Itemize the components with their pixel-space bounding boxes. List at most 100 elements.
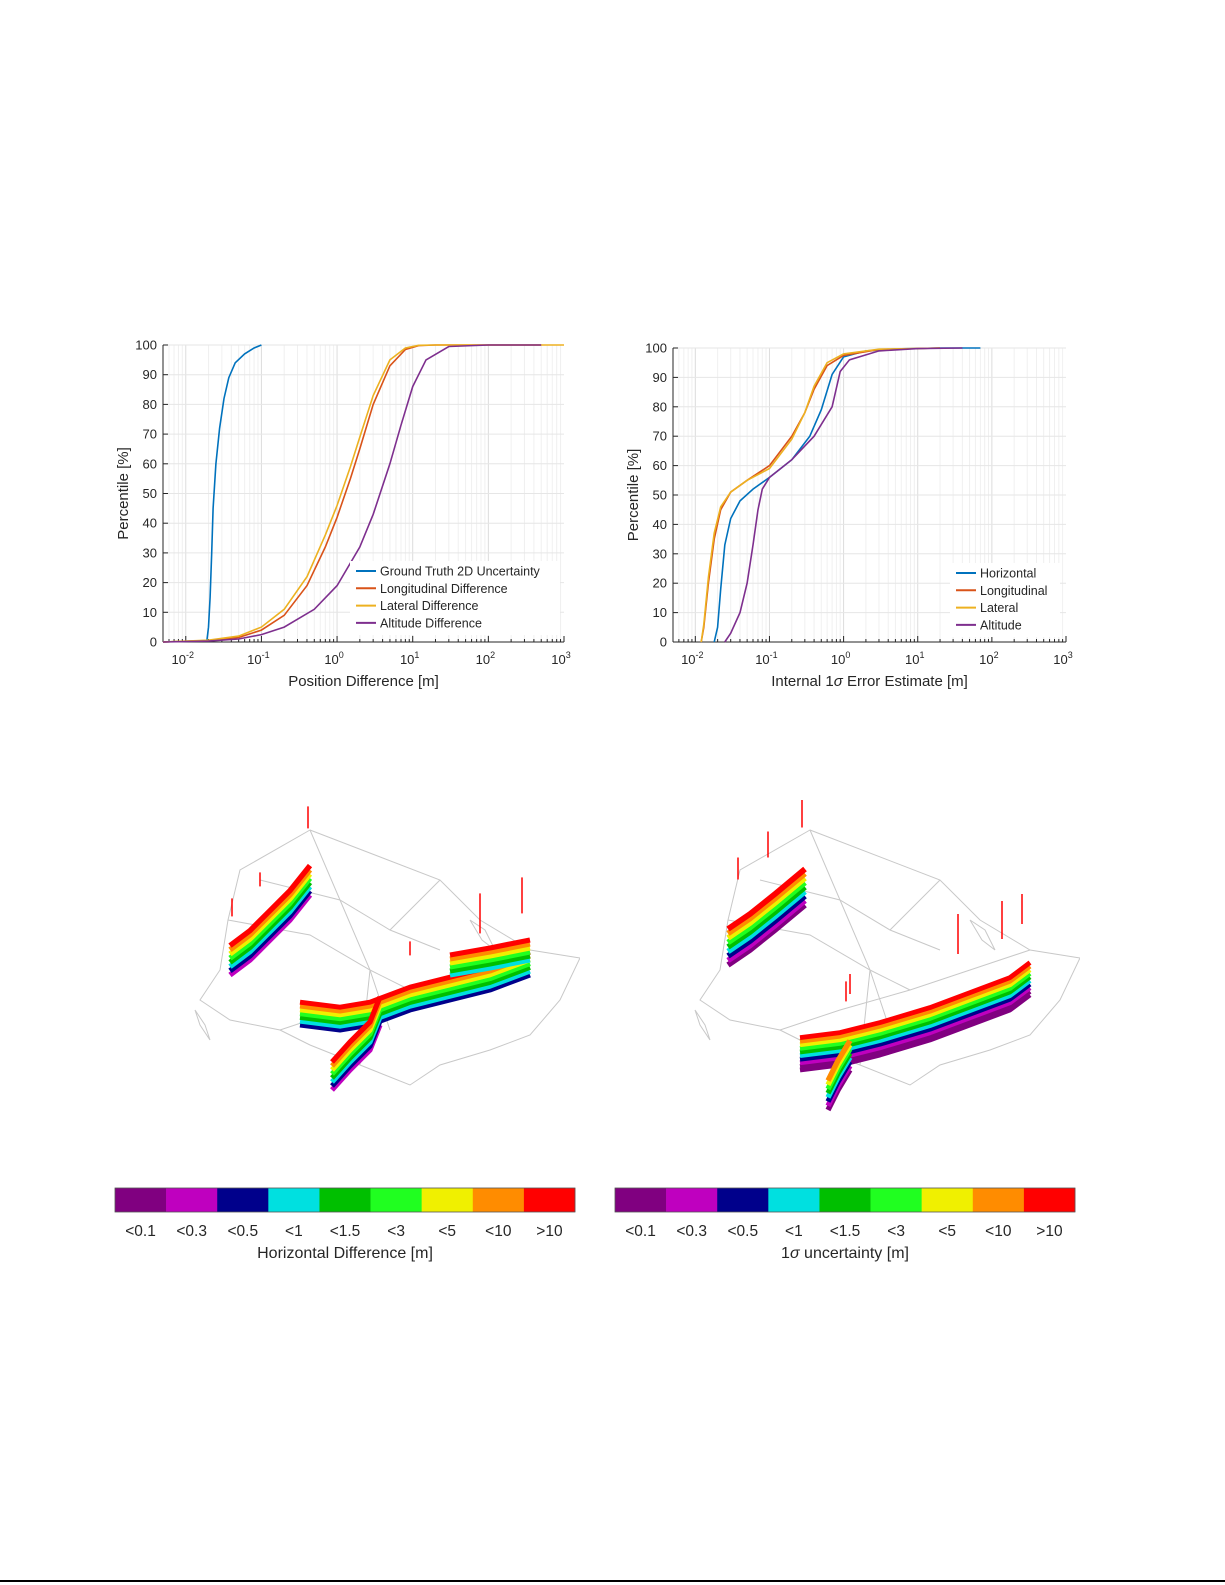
uncertainty-map: <0.1 <0.3 <0.5 <1 <1.5 <3 <5 <10 >10 1σ uncertai…	[614, 800, 1080, 1262]
colorbar-tick-label: <0.1	[625, 1223, 656, 1240]
position-difference-cdf-chart: 10-2 10-1 100 101 102 103 0 10 20 30 40 50 60 70 80 90 1…	[115, 338, 571, 691]
trail-band	[449, 957, 531, 978]
trail-band	[299, 961, 531, 1022]
colorbar-tick-label: <1	[785, 1223, 803, 1240]
colorbar-swatch	[217, 1188, 269, 1212]
colorbar-tick-label: <5	[438, 1223, 456, 1240]
trail-band	[726, 902, 807, 968]
x-axis-label: Position Difference [m]	[288, 673, 439, 690]
y-tick-label: 20	[143, 575, 157, 590]
trail-band	[726, 884, 807, 950]
trail-band	[726, 898, 807, 963]
series-line	[162, 344, 542, 643]
y-axis-label: Percentile [%]	[115, 447, 132, 540]
colorbar-swatch	[370, 1188, 422, 1212]
y-tick-label: 90	[653, 370, 667, 385]
trail-segment	[299, 877, 531, 1033]
legend-entry: Ground Truth 2D Uncertainty	[380, 565, 541, 579]
colorbar-swatch	[819, 1188, 871, 1212]
colorbar-tick-label: <10	[485, 1223, 512, 1240]
trail-segment	[330, 996, 383, 1092]
y-tick-label: 40	[143, 516, 157, 531]
trail-segment	[825, 981, 853, 1112]
x-tick-label: 10-1	[755, 650, 777, 667]
trail-band	[726, 893, 807, 959]
colorbar-swatch	[472, 1188, 525, 1212]
uncertainty-trails	[726, 800, 1032, 1112]
trail-band	[299, 972, 531, 1033]
y-tick-label: 50	[653, 488, 667, 503]
x-axis-label: Internal 1σ Error Estimate [m]	[771, 673, 968, 690]
colorbar-swatch	[768, 1188, 820, 1212]
colorbar-frame	[614, 1187, 1076, 1213]
colorbar: <0.1 <0.3 <0.5 <1 <1.5 <3 <5 <10 >10 1σ uncertai…	[614, 1187, 1076, 1262]
page-bottom-rule	[0, 1580, 1225, 1582]
y-tick-label: 100	[645, 341, 667, 356]
colorbar-tick-label: <0.5	[727, 1223, 758, 1240]
legend: Horizontal Longitudinal Lateral Altitude	[950, 563, 1060, 637]
series-line	[700, 347, 941, 643]
y-tick-label: 0	[660, 635, 667, 650]
trail-segment	[228, 806, 313, 978]
y-tick-label: 10	[653, 605, 667, 620]
trail-band	[726, 866, 807, 932]
series-line	[724, 347, 963, 643]
trail-band	[449, 937, 531, 958]
colorbar-swatch	[166, 1188, 218, 1212]
colorbar-swatch	[666, 1188, 718, 1212]
series-line	[162, 344, 564, 643]
legend-entry: Altitude Difference	[380, 616, 482, 630]
y-tick-label: 30	[653, 546, 667, 561]
legend-box	[350, 561, 560, 635]
trail-band	[726, 871, 807, 936]
legend-entry: Longitudinal	[980, 584, 1047, 598]
colorbar: <0.1 <0.3 <0.5 <1 <1.5 <3 <5 <10 >10 Horizontal …	[114, 1187, 576, 1262]
colorbar-tick-label: <1	[285, 1223, 303, 1240]
horizontal-difference-trails	[228, 806, 531, 1092]
trail-band	[799, 975, 1032, 1055]
y-tick-label: 70	[653, 429, 667, 444]
colorbar-axis-label: Horizontal Difference [m]	[257, 1245, 433, 1262]
trail-band	[449, 953, 531, 974]
y-tick-label: 10	[143, 605, 157, 620]
trail-band	[330, 996, 383, 1064]
y-tick-label: 60	[653, 458, 667, 473]
x-tick-label: 10-2	[172, 650, 194, 667]
colorbar-tick-label: >10	[1036, 1223, 1063, 1240]
y-tick-label: 90	[143, 367, 157, 382]
trail-band	[299, 965, 531, 1025]
trail-band	[799, 960, 1032, 1040]
x-tick-label: 103	[551, 650, 570, 667]
colorbar-tick-label: <0.3	[676, 1223, 707, 1240]
y-tick-label: 80	[143, 397, 157, 412]
series-line	[162, 344, 262, 643]
colorbar-tick-label: <1.5	[830, 1223, 861, 1240]
series-line	[162, 344, 542, 643]
legend-entry: Lateral Difference	[380, 599, 478, 613]
y-tick-label: 100	[135, 338, 157, 353]
colorbar-tick-label: <5	[938, 1223, 956, 1240]
colorbar-tick-label: <1.5	[330, 1223, 361, 1240]
error-estimate-cdf-chart: 10-2 10-1 100 101 102 103 0 10 20 30 40 50 60 70 80 90 1…	[625, 341, 1073, 691]
trail-band	[799, 964, 1032, 1044]
y-tick-label: 30	[143, 545, 157, 560]
x-tick-label: 100	[831, 650, 850, 667]
y-tick-label: 20	[653, 576, 667, 591]
trail-band	[299, 968, 531, 1029]
trail-band	[726, 875, 807, 941]
y-axis-label: Percentile [%]	[625, 449, 642, 542]
x-tick-label: 101	[400, 650, 419, 667]
y-tick-label: 50	[143, 486, 157, 501]
y-tick-label: 0	[150, 635, 157, 650]
y-tick-label: 80	[653, 399, 667, 414]
x-tick-label: 10-1	[247, 650, 269, 667]
trail-band	[799, 967, 1032, 1048]
trail-segment	[799, 894, 1032, 1073]
horizontal-difference-map: <0.1 <0.3 <0.5 <1 <1.5 <3 <5 <10 >10 Horizontal …	[114, 806, 580, 1262]
trail-band	[449, 949, 531, 970]
legend-entry: Horizontal	[980, 567, 1036, 581]
colorbar-tick-label: <0.1	[125, 1223, 156, 1240]
colorbar-tick-label: <3	[887, 1223, 905, 1240]
colorbar-swatch	[921, 1188, 974, 1212]
legend: Ground Truth 2D Uncertainty Longitudinal …	[350, 561, 560, 635]
